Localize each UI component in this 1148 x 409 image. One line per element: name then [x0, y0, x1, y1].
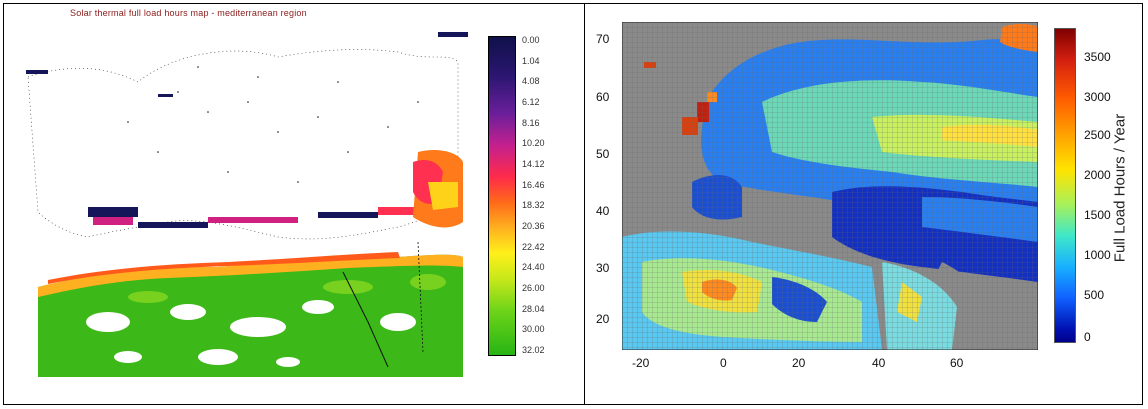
right-colorbar-tick: 1500 — [1084, 208, 1111, 222]
right-y-tick: 40 — [596, 204, 610, 218]
left-colorbar-tick: 26.00 — [522, 283, 545, 293]
left-colorbar-tick: 8.16 — [522, 117, 540, 128]
left-colorbar-tick: 18.32 — [522, 200, 545, 211]
left-colorbar-tick: 16.46 — [522, 179, 545, 190]
right-y-tick: 50 — [596, 147, 610, 161]
right-full-load-map — [622, 22, 1038, 350]
left-solar-map — [18, 22, 480, 380]
right-y-tick: 60 — [596, 90, 610, 104]
left-colorbar-tick: 1.04 — [522, 55, 540, 66]
left-colorbar-tick: 28.04 — [522, 303, 545, 314]
right-colorbar-tick: 500 — [1084, 288, 1105, 302]
left-colorbar-tick: 4.08 — [522, 76, 540, 87]
right-colorbar-label: Full Load Hours / Year — [1111, 113, 1129, 263]
left-colorbar-tick: 22.42 — [522, 241, 545, 252]
right-colorbar — [1054, 28, 1076, 343]
right-colorbar-tick: 0 — [1084, 330, 1091, 344]
left-colorbar-tick: 6.12 — [522, 97, 540, 107]
right-y-tick: 30 — [596, 261, 610, 275]
right-colorbar-tick: 3000 — [1084, 90, 1111, 104]
right-x-tick: 60 — [950, 356, 964, 370]
left-colorbar-tick: 0.00 — [522, 35, 540, 45]
right-colorbar-tick: 3500 — [1084, 50, 1111, 64]
right-x-tick: 0 — [720, 356, 727, 370]
left-colorbar-tick: 24.40 — [522, 262, 545, 273]
left-colorbar-tick: 14.12 — [522, 159, 545, 169]
right-colorbar-tick: 2000 — [1084, 168, 1111, 182]
right-y-tick: 70 — [596, 32, 610, 46]
left-colorbar — [488, 36, 516, 356]
left-map-title: Solar thermal full load hours map - medi… — [70, 8, 307, 18]
left-colorbar-tick: 32.02 — [522, 345, 545, 355]
left-colorbar-tick: 30.00 — [522, 324, 545, 335]
right-colorbar-tick: 1000 — [1084, 248, 1111, 262]
right-colorbar-tick: 2500 — [1084, 128, 1111, 142]
right-y-tick: 20 — [596, 312, 610, 326]
right-x-tick: 20 — [792, 356, 806, 370]
left-colorbar-tick: 20.36 — [522, 221, 545, 231]
right-x-tick: -20 — [632, 356, 650, 370]
figure-frame — [3, 3, 1143, 405]
left-colorbar-tick: 10.20 — [522, 138, 545, 149]
right-x-tick: 40 — [872, 356, 886, 370]
panel-divider — [584, 3, 585, 405]
